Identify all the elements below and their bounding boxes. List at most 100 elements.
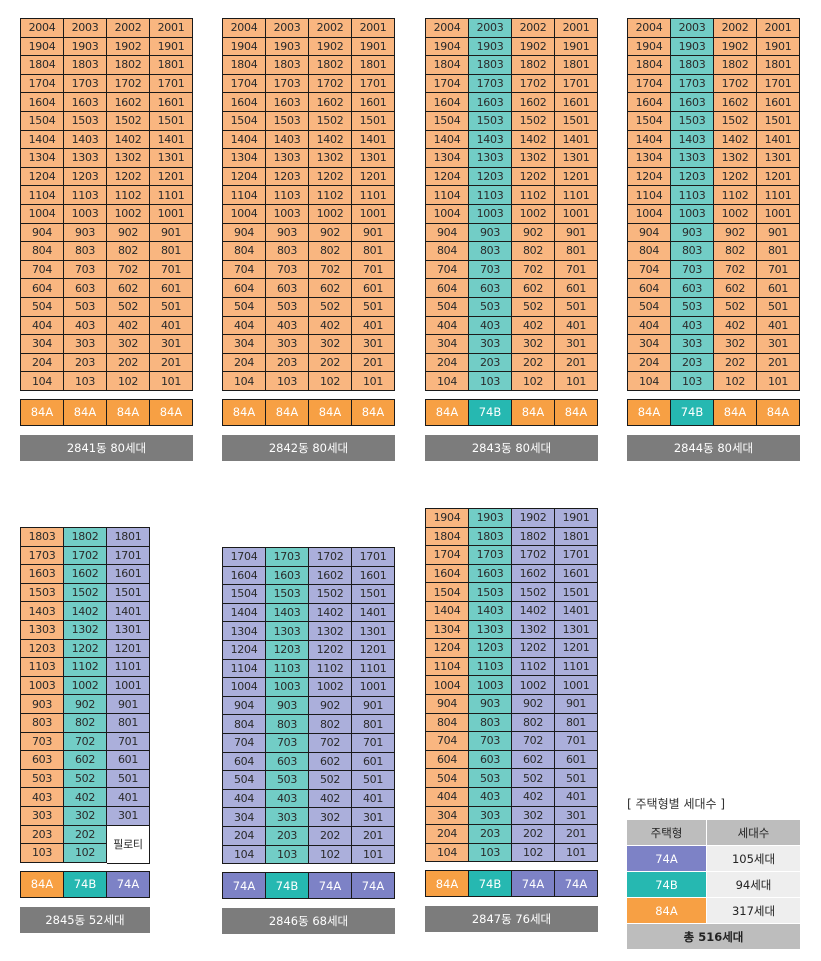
unit-cell: 1303: [671, 149, 714, 168]
unit-cell: 104: [223, 845, 266, 865]
unit-cell: 1004: [223, 678, 266, 697]
unit-cell: 1002: [64, 676, 107, 696]
unit-type-84a: 84A: [352, 399, 394, 425]
unit-cell: 1201: [150, 167, 193, 187]
unit-cell: 1101: [555, 657, 598, 677]
unit-cell: 1801: [150, 56, 193, 75]
unit-cell: 1802: [512, 527, 555, 547]
floor-row-10: 1004 1003 1002 1001: [223, 204, 395, 224]
unit-cell: 1802: [107, 56, 150, 75]
unit-cell: 1001: [352, 204, 395, 224]
unit-cell: 1903: [64, 37, 107, 57]
floor-row-8: 804 803 802 801: [223, 242, 395, 261]
floor-row-20: 2004 2003 2002 2001: [223, 19, 395, 38]
unit-cell: 302: [512, 806, 555, 826]
unit-cell: 1504: [426, 111, 469, 131]
unit-type-84a: 84A: [512, 399, 555, 425]
unit-cell: 1701: [352, 548, 395, 567]
unit-cell: 2001: [352, 19, 395, 38]
unit-cell: 503: [266, 297, 309, 317]
unit-cell: 1304: [21, 149, 64, 168]
floor-row-12: 1203 1202 1201: [21, 639, 150, 659]
unit-cell: 802: [107, 242, 150, 261]
unit-cell: 2001: [150, 19, 193, 38]
unit-cell: 1601: [757, 93, 800, 112]
unit-cell: 801: [555, 713, 598, 733]
unit-cell: 902: [512, 223, 555, 243]
unit-cell: 1102: [512, 186, 555, 205]
unit-cell: 1602: [309, 566, 352, 586]
unit-type-74a: 74A: [107, 871, 149, 897]
unit-cell: 1802: [512, 56, 555, 75]
unit-cell: 104: [628, 372, 671, 391]
unit-cell: 701: [757, 260, 800, 280]
unit-cell: 1002: [512, 676, 555, 695]
unit-cell: 504: [628, 297, 671, 317]
unit-cell: 1501: [555, 583, 598, 602]
unit-cell: 1302: [714, 149, 757, 168]
unit-cell: 1604: [223, 566, 266, 586]
unit-cell: 1801: [352, 56, 395, 75]
unit-cell: 101: [555, 843, 598, 863]
floor-row-13: 1304 1303 1302 1301: [21, 149, 193, 168]
unit-cell: 1502: [64, 583, 107, 603]
unit-cell: 704: [223, 260, 266, 280]
unit-cell: 501: [555, 297, 598, 317]
unit-cell: 1003: [671, 204, 714, 224]
unit-cell: 1503: [64, 111, 107, 131]
unit-cell: 1403: [469, 601, 512, 621]
floor-row-9: 904 903 902 901: [21, 223, 193, 243]
unit-cell: 101: [555, 372, 598, 391]
building-label: 2847동 76세대: [425, 906, 598, 933]
floor-row-9: 904 903 902 901: [223, 223, 395, 243]
floor-row-8: 804 803 802 801: [628, 242, 800, 261]
unit-cell: 804: [628, 242, 671, 261]
floor-row-15: 1503 1502 1501: [21, 583, 150, 603]
unit-cell: 1404: [426, 601, 469, 621]
unit-cell: 102: [512, 372, 555, 391]
unit-cell: 1601: [555, 564, 598, 584]
building-label: 2845동 52세대: [20, 906, 150, 933]
building-2841: 2004 2003 2002 2001 1904 1903 1902 1901 1804 1803…: [20, 18, 193, 461]
legend-type-84a: 84A: [627, 898, 706, 923]
unit-cell: 104: [426, 843, 469, 863]
floor-row-1: 103 102: [21, 844, 150, 863]
unit-cell: 1302: [107, 149, 150, 168]
unit-cell: 1301: [555, 149, 598, 168]
unit-cell: 404: [426, 787, 469, 807]
unit-cell: 1102: [714, 186, 757, 205]
floor-row-6: 604 603 602 601: [223, 279, 395, 298]
unit-cell: 1903: [469, 37, 512, 57]
floor-row-13: 1304 1303 1302 1301: [426, 620, 598, 640]
unit-type-legend: [ 주택형별 세대수 ] 주택형 세대수 74A 105세대 74B 94세대 …: [627, 796, 800, 949]
unit-cell: 604: [628, 279, 671, 298]
unit-type-74b: 74B: [469, 871, 512, 897]
unit-cell: 1202: [714, 167, 757, 187]
unit-cell: 1504: [628, 111, 671, 131]
unit-cell: 601: [352, 279, 395, 298]
unit-cell: 2001: [555, 19, 598, 38]
floor-row-20: 2004 2003 2002 2001: [426, 19, 598, 38]
unit-cell: 901: [150, 223, 193, 243]
unit-cell: 1302: [512, 620, 555, 640]
unit-cell: 502: [512, 769, 555, 788]
unit-cell: 303: [469, 335, 512, 354]
unit-cell: 804: [426, 713, 469, 733]
floor-row-9: 904 903 902 901: [223, 696, 395, 716]
unit-cell: 1203: [671, 167, 714, 187]
unit-cell: 902: [309, 223, 352, 243]
unit-cell: 1801: [107, 528, 150, 547]
unit-cell: 403: [469, 787, 512, 807]
floor-row-19: 1904 1903 1902 1901: [426, 37, 598, 57]
floor-row-4: 403 402 401: [21, 788, 150, 807]
unit-cell: 1602: [714, 93, 757, 112]
unit-cell: 1402: [512, 130, 555, 150]
unit-cell: 301: [352, 808, 395, 827]
unit-cell: 1003: [266, 678, 309, 697]
unit-cell: 801: [352, 242, 395, 261]
unit-cell: 602: [64, 751, 107, 770]
floor-row-10: 1004 1003 1002 1001: [21, 204, 193, 224]
unit-cell: 1503: [671, 111, 714, 131]
unit-cell: 701: [555, 732, 598, 751]
unit-cell: 1102: [309, 659, 352, 679]
